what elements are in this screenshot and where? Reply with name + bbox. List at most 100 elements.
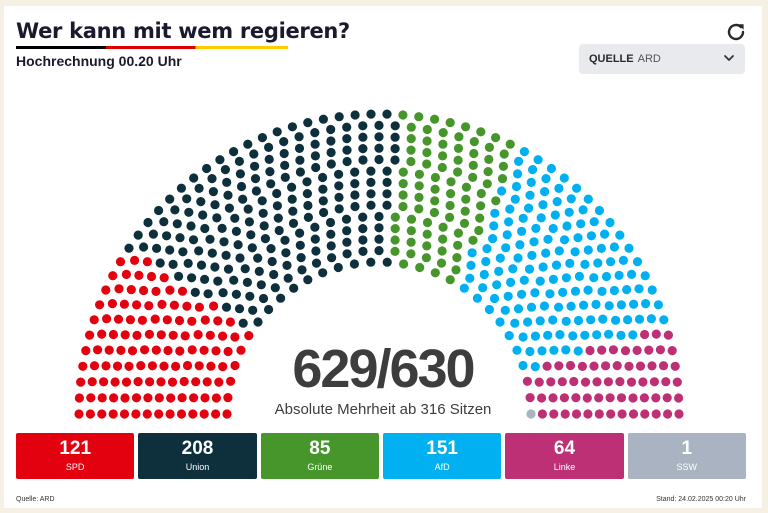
- seat-spd: [199, 409, 209, 419]
- party-seats: 208: [181, 438, 214, 459]
- party-box-4[interactable]: 64 Linke: [505, 433, 624, 479]
- seat-union: [246, 230, 256, 240]
- seat-grüne: [460, 206, 470, 216]
- seat-spd: [218, 362, 228, 372]
- seat-linke: [628, 409, 639, 419]
- seat-grüne: [406, 214, 417, 224]
- seat-grüne: [430, 268, 440, 278]
- seat-union: [279, 148, 289, 159]
- seat-grüne: [430, 196, 440, 206]
- seat-union: [341, 214, 352, 224]
- seat-grüne: [436, 258, 447, 268]
- seat-linke: [549, 409, 559, 419]
- seat-afd: [551, 260, 562, 270]
- seat-grüne: [414, 112, 424, 122]
- seat-union: [374, 211, 384, 222]
- seat-afd: [640, 271, 650, 281]
- seat-union: [183, 258, 193, 268]
- seat-grüne: [438, 139, 448, 149]
- seat-grüne: [422, 241, 432, 251]
- seat-union: [257, 133, 267, 143]
- seat-linke: [560, 409, 570, 419]
- seat-spd: [108, 329, 118, 340]
- seat-grüne: [459, 218, 470, 228]
- seat-union: [366, 109, 376, 119]
- seat-union: [258, 293, 269, 304]
- refresh-icon[interactable]: [724, 20, 748, 44]
- seat-union: [165, 245, 175, 255]
- seat-afd: [570, 247, 580, 257]
- seat-afd: [489, 221, 499, 231]
- source-dropdown[interactable]: QUELLE ARD: [579, 44, 745, 74]
- seat-union: [186, 221, 196, 231]
- seat-grüne: [461, 122, 471, 132]
- seat-spd: [179, 376, 189, 387]
- seat-union: [257, 196, 267, 206]
- seat-union: [374, 154, 384, 165]
- seat-afd: [541, 248, 551, 258]
- seat-spd: [121, 269, 131, 279]
- seat-afd: [504, 217, 514, 227]
- seat-afd: [495, 317, 505, 327]
- seat-spd: [211, 409, 221, 419]
- seat-afd: [524, 203, 534, 213]
- seat-afd: [554, 246, 564, 256]
- seat-linke: [582, 393, 592, 403]
- seat-union: [184, 207, 194, 217]
- seat-spd: [108, 271, 118, 281]
- seat-union: [231, 289, 241, 299]
- seat-spd: [168, 330, 178, 340]
- seat-union: [310, 234, 320, 244]
- seat-grüne: [497, 174, 508, 184]
- party-box-1[interactable]: 208 Union: [138, 433, 257, 479]
- seat-grüne: [453, 228, 463, 238]
- seat-afd: [514, 156, 524, 166]
- seat-spd: [159, 361, 169, 371]
- seat-grüne: [445, 212, 455, 222]
- seat-spd: [87, 377, 97, 387]
- seat-grüne: [399, 259, 409, 269]
- seat-union: [318, 196, 328, 206]
- seat-union: [342, 122, 352, 132]
- seat-union: [189, 173, 199, 183]
- seat-spd: [202, 377, 212, 387]
- seat-grüne: [505, 139, 515, 149]
- seat-grüne: [438, 128, 448, 138]
- seat-afd: [580, 259, 590, 269]
- seat-union: [358, 121, 368, 131]
- party-box-2[interactable]: 85 Grüne: [260, 433, 379, 479]
- seat-spd: [151, 345, 161, 355]
- seat-linke: [559, 393, 570, 403]
- seat-union: [276, 293, 286, 303]
- seat-union: [310, 151, 320, 161]
- seat-grüne: [446, 177, 456, 187]
- seat-union: [266, 179, 276, 189]
- seat-linke: [601, 361, 611, 371]
- seat-afd: [628, 330, 638, 340]
- seat-afd: [609, 285, 620, 296]
- party-box-5[interactable]: 1 SSW: [627, 433, 746, 479]
- seat-afd: [459, 283, 469, 293]
- seat-linke: [626, 377, 637, 387]
- seat-linke: [548, 393, 558, 403]
- seat-union: [250, 161, 260, 171]
- seat-spd: [182, 360, 193, 371]
- seat-union: [215, 155, 225, 165]
- party-box-3[interactable]: 151 AfD: [382, 433, 502, 479]
- title-underline: [16, 46, 288, 49]
- seat-spd: [177, 393, 187, 403]
- seat-grüne: [453, 143, 464, 153]
- seat-linke: [594, 409, 604, 419]
- seat-afd: [518, 213, 528, 223]
- seat-union: [272, 188, 282, 199]
- seat-grüne: [390, 224, 400, 234]
- seat-afd: [555, 330, 565, 340]
- seat-afd: [597, 286, 607, 296]
- seat-union: [327, 253, 337, 263]
- seat-spd: [146, 271, 157, 282]
- seat-spd: [97, 329, 107, 339]
- party-box-0[interactable]: 121 SPD: [16, 433, 135, 479]
- seat-afd: [466, 260, 476, 270]
- seat-spd: [93, 345, 103, 355]
- seat-grüne: [390, 212, 400, 222]
